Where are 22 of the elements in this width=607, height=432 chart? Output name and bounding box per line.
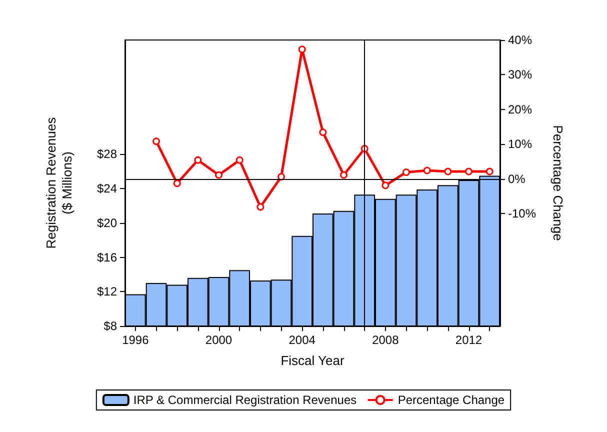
y2-axis-title: Percentage Change: [550, 125, 566, 241]
y2-tick-label: 0%: [508, 172, 526, 186]
x-tick-label: 2012: [455, 333, 482, 347]
x-tick-label: 2000: [205, 333, 232, 347]
y2-tick-label: 10%: [508, 137, 532, 152]
x-axis-title: Fiscal Year: [280, 353, 345, 368]
legend-label: Percentage Change: [398, 393, 505, 407]
y2-tick-label: 40%: [508, 33, 532, 47]
y-tick-label: $24: [96, 182, 118, 196]
y-tick-label: $28: [96, 147, 118, 162]
y2-tick-label: -10%: [508, 206, 536, 221]
y-tick-label: $20: [96, 216, 118, 230]
y-tick-label: $8: [104, 319, 118, 333]
y-tick-label: $16: [96, 250, 118, 264]
x-tick-label: 2008: [372, 333, 400, 347]
x-tick-label: 2004: [288, 333, 316, 347]
legend-label: IRP & Commercial Registration Revenues: [133, 393, 357, 407]
y-axis-title: Registration Revenues ($ Millions): [44, 116, 74, 249]
y2-tick-label: 20%: [508, 102, 532, 116]
x-tick-label: 1996: [122, 333, 150, 347]
y-tick-label: $12: [96, 284, 118, 299]
y2-tick-label: 30%: [508, 68, 532, 82]
